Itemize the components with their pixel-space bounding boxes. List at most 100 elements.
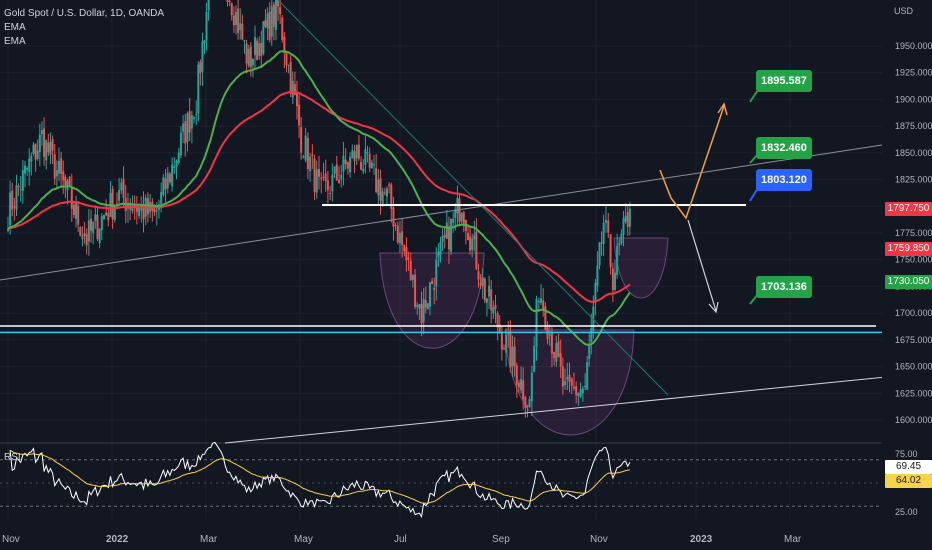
ema-red-tag: 1759.850: [885, 242, 932, 256]
time-tick-label: Jul: [394, 534, 407, 545]
target-label-1803[interactable]: 1803.120: [756, 169, 812, 191]
candle-body: [600, 242, 603, 244]
candle-body: [237, 8, 240, 33]
candle-body: [435, 259, 438, 287]
candle-body: [175, 160, 178, 167]
candle-body: [19, 189, 22, 191]
candle-body: [379, 178, 382, 201]
ema-lines: [7, 50, 631, 346]
candle-body: [72, 204, 75, 215]
candle-body: [100, 216, 103, 231]
candle-body: [614, 272, 617, 290]
candle-body: [83, 232, 86, 236]
candle-body: [30, 155, 33, 162]
candle-body: [162, 177, 165, 195]
candle-body: [561, 366, 564, 387]
candle-body: [258, 43, 261, 56]
candle-body: [577, 392, 580, 396]
candle-body: [279, 6, 282, 15]
candle-body: [426, 303, 429, 309]
candle-body: [11, 190, 14, 210]
candle-body: [394, 224, 397, 226]
candle-body: [584, 385, 587, 388]
candle-body: [564, 381, 567, 385]
last-price-tag: 1797.750: [885, 202, 932, 216]
candle-body: [298, 104, 301, 126]
candle-body: [36, 150, 39, 159]
candle-body: [460, 213, 463, 221]
candle-body: [234, 11, 237, 25]
candle-body: [113, 205, 116, 220]
candle-body: [318, 169, 321, 177]
bullish-arrowhead: [717, 102, 728, 116]
candle-body: [533, 345, 536, 372]
candle-body: [481, 277, 484, 287]
candle-body: [291, 80, 294, 98]
candle-body: [586, 361, 589, 390]
ema-green-tag: 1730.050: [885, 275, 932, 289]
candle-body: [118, 189, 121, 201]
candle-body: [38, 134, 41, 152]
candle-body: [445, 222, 448, 239]
candle-body: [21, 170, 24, 191]
candle-body: [85, 234, 88, 246]
candle-body: [520, 379, 523, 391]
time-axis: Nov 2022 Mar May Jul Sep Nov 2023 Mar: [2, 534, 802, 545]
candle-body: [505, 334, 508, 353]
candle-body: [626, 212, 629, 228]
target-label-1832[interactable]: 1832.460: [756, 137, 812, 159]
price-axis-bg: [882, 0, 932, 520]
rsi-legend[interactable]: RSI: [4, 452, 21, 463]
candle-body: [475, 231, 478, 270]
candle-body: [454, 209, 457, 218]
candle-body: [122, 179, 125, 198]
candle-body: [351, 150, 354, 159]
candle-body: [266, 13, 269, 29]
candle-body: [377, 179, 380, 196]
rising-trendline-lower: [224, 376, 887, 444]
currency-label: USD: [894, 6, 914, 16]
candle-body: [411, 274, 414, 280]
candle-body: [594, 282, 597, 303]
candle-body: [300, 127, 303, 153]
candle-body: [256, 40, 259, 60]
candle-body: [62, 171, 65, 181]
target-label-1895[interactable]: 1895.587: [756, 70, 812, 92]
candle-body: [9, 192, 12, 226]
target-label-1703[interactable]: 1703.136: [756, 276, 812, 298]
candle-body: [405, 247, 408, 261]
trend-drawings: [0, 0, 887, 444]
target-connector-1: [749, 89, 759, 103]
candle-body: [349, 156, 352, 173]
candle-body: [277, 0, 280, 7]
candle-body: [602, 222, 605, 244]
price-tick-label: 1650.000: [895, 362, 932, 372]
candle-body: [535, 298, 538, 347]
candle-body: [182, 123, 185, 132]
candle-body: [333, 166, 336, 174]
candle-body: [315, 169, 318, 193]
candle-body: [530, 372, 533, 402]
candle-body: [283, 37, 286, 54]
candle-body: [142, 203, 145, 220]
candle-body: [264, 20, 267, 27]
candle-body: [622, 218, 625, 235]
candle-body: [331, 174, 334, 192]
candle-body: [620, 234, 623, 244]
time-tick-label: Mar: [200, 534, 218, 545]
candle-body: [590, 328, 593, 342]
price-tick-label: 1950.000: [895, 41, 932, 51]
candle-body: [515, 365, 518, 385]
ema-legend-1[interactable]: EMA: [4, 22, 26, 33]
candle-body: [49, 141, 52, 155]
candle-body: [138, 206, 141, 216]
time-tick-label: May: [294, 534, 313, 545]
candle-body: [431, 280, 434, 284]
candle-body: [96, 214, 99, 240]
candle-body: [390, 184, 393, 210]
candle-body: [23, 165, 26, 174]
candle-body: [616, 245, 619, 275]
ema-legend-2[interactable]: EMA: [4, 36, 26, 47]
candle-body: [447, 226, 450, 250]
